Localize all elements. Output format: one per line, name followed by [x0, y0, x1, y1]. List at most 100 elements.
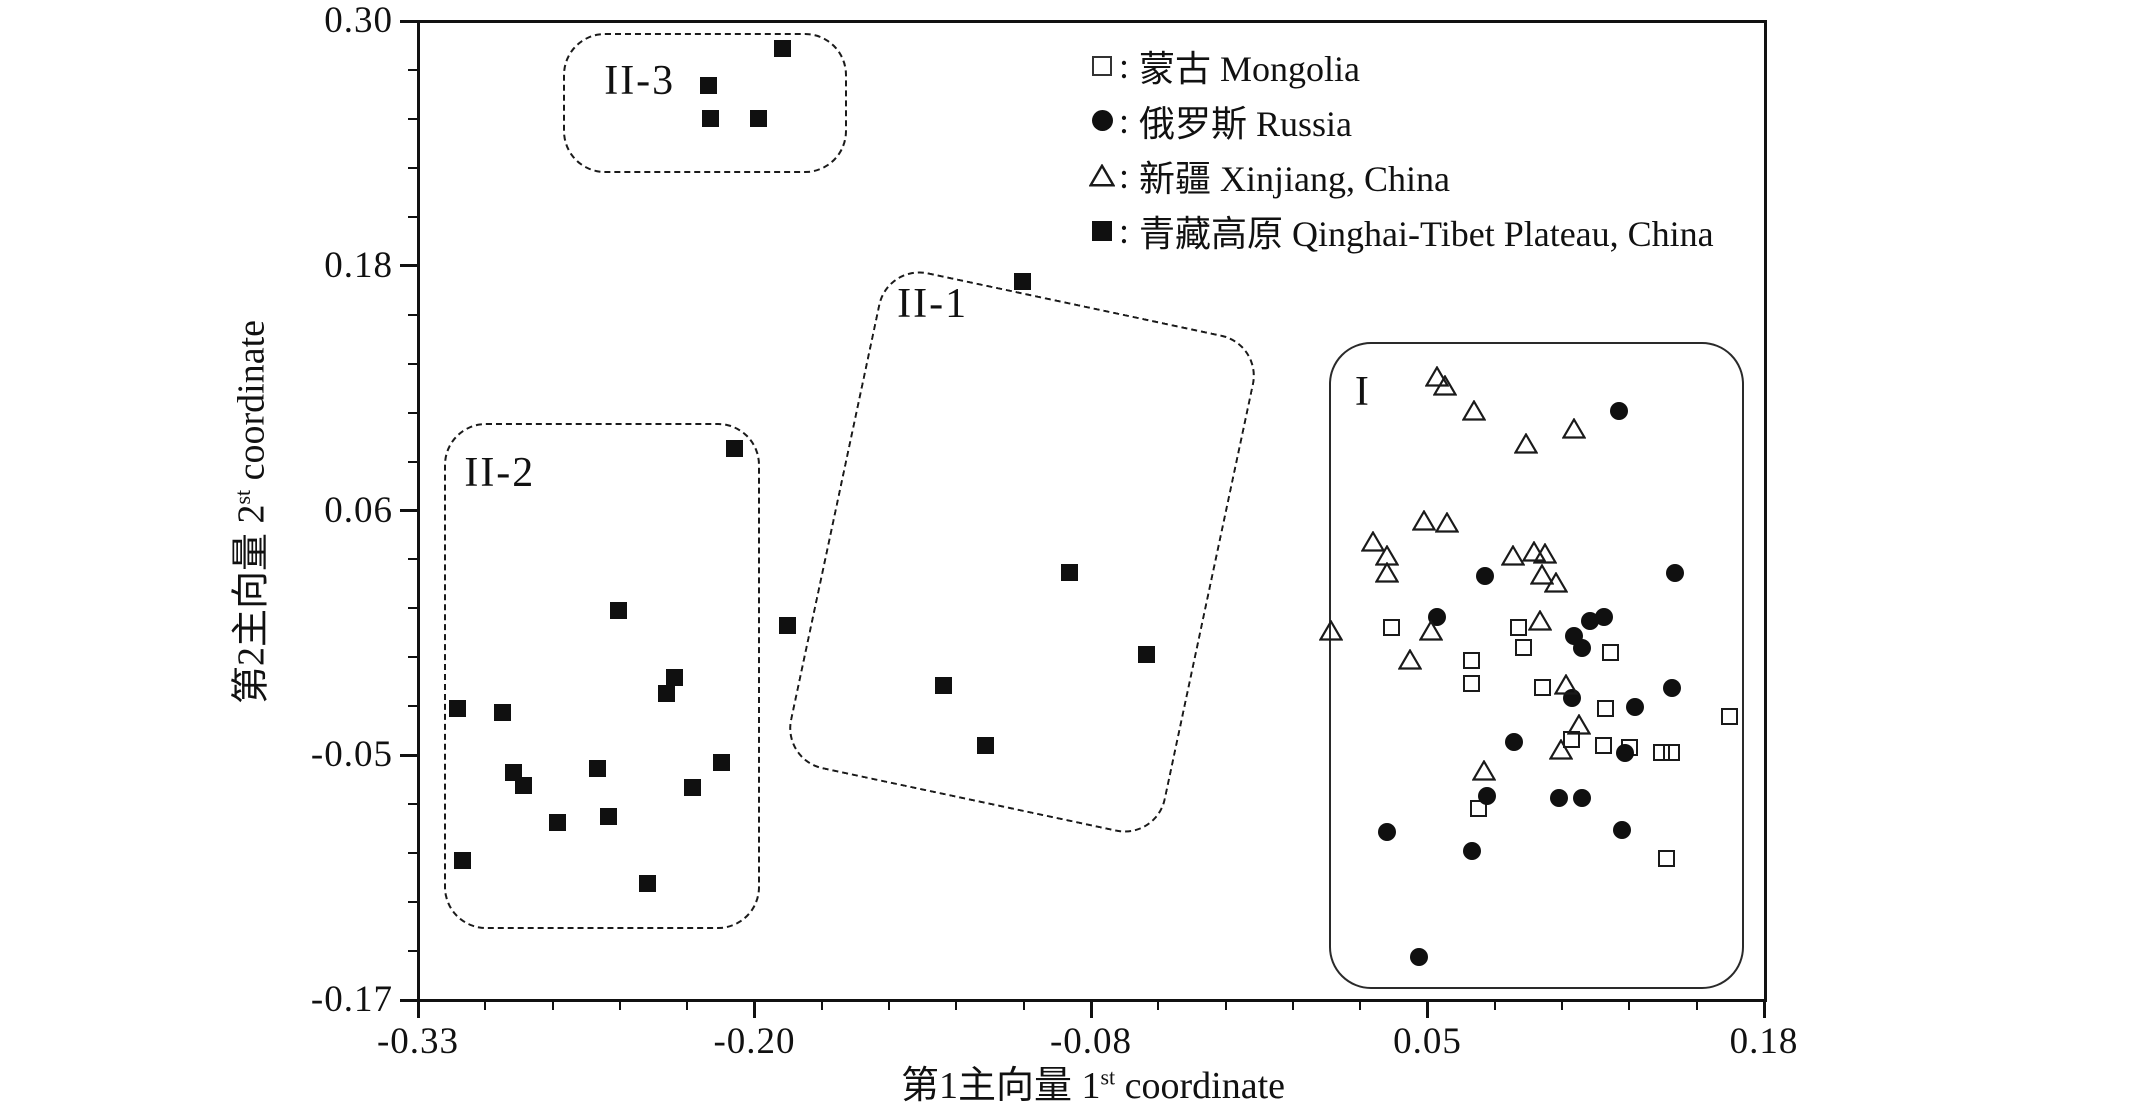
data-point-qinghai-tibet — [610, 601, 628, 619]
square-filled-icon — [1092, 220, 1112, 241]
data-point-qinghai-tibet — [639, 874, 657, 892]
y-axis-minor-tick — [408, 68, 418, 71]
data-point-russia — [1549, 789, 1568, 808]
data-point-xinjiang — [1543, 571, 1568, 593]
data-point-xinjiang — [1419, 619, 1444, 641]
data-point-xinjiang — [1411, 509, 1436, 531]
data-point-russia — [1462, 841, 1481, 860]
x-axis-minor-tick — [1695, 1000, 1698, 1010]
y-tick-label: -0.05 — [310, 734, 393, 776]
data-point-qinghai-tibet — [713, 754, 730, 772]
data-point-qinghai-tibet — [454, 851, 472, 869]
x-tick-label: -0.20 — [713, 1021, 796, 1062]
x-axis-minor-tick — [686, 1000, 689, 1010]
data-point-xinjiang — [1532, 542, 1558, 564]
data-point-qinghai-tibet — [702, 110, 720, 128]
x-axis-major-tick — [416, 1000, 420, 1018]
data-point-qinghai-tibet — [665, 668, 683, 686]
data-point-russia — [1378, 822, 1397, 841]
data-point-mongolia — [1562, 731, 1580, 749]
x-axis-minor-tick — [820, 1000, 823, 1010]
legend-separator: : — [1119, 155, 1130, 196]
legend-item-square-open: : 蒙古 Mongolia — [1085, 38, 1714, 93]
data-point-xinjiang — [1360, 530, 1386, 552]
x-axis-minor-tick — [955, 1000, 958, 1010]
data-point-qinghai-tibet — [588, 760, 606, 778]
data-point-mongolia — [1657, 849, 1675, 867]
x-axis-major-tick — [1089, 1000, 1093, 1018]
data-point-qinghai-tibet — [515, 776, 533, 794]
data-point-xinjiang — [1521, 540, 1547, 562]
data-point-qinghai-tibet — [1013, 272, 1031, 290]
data-point-xinjiang — [1374, 561, 1399, 583]
data-point-mongolia — [1462, 674, 1480, 692]
x-axis-minor-tick — [1561, 1000, 1564, 1010]
cluster-box-II-3 — [563, 33, 847, 173]
y-axis-major-tick — [400, 509, 418, 512]
y-axis-minor-tick — [408, 803, 418, 806]
y-axis-major-tick — [400, 264, 418, 268]
cluster-label-II-2: II-2 — [464, 450, 536, 496]
data-point-xinjiang — [1514, 432, 1539, 454]
data-point-mongolia — [1652, 743, 1670, 761]
data-point-mongolia — [1515, 639, 1533, 657]
x-axis-minor-tick — [1157, 1000, 1160, 1010]
data-point-russia — [1573, 639, 1592, 658]
x-axis-minor-tick — [1359, 1000, 1362, 1010]
y-tick-label: 0.18 — [324, 244, 393, 286]
legend-item-circle-filled: : 俄罗斯 Russia — [1085, 93, 1714, 148]
x-axis-major-tick — [1426, 1000, 1429, 1018]
x-axis-title-text: 第1主向量 1 — [900, 1065, 1101, 1107]
y-axis-minor-tick — [408, 215, 418, 218]
triangle-open-legend-icon — [1085, 164, 1119, 187]
square-open-legend-icon — [1085, 55, 1119, 76]
data-point-russia — [1475, 566, 1494, 585]
legend-label: 俄罗斯 Russia — [1139, 103, 1353, 144]
data-point-mongolia — [1533, 679, 1551, 697]
y-axis-minor-tick — [408, 117, 418, 120]
y-axis-minor-tick — [408, 852, 418, 855]
x-axis-minor-tick — [1224, 1000, 1227, 1010]
data-point-qinghai-tibet — [934, 676, 952, 694]
x-axis-minor-tick — [484, 1000, 487, 1010]
y-axis-major-tick — [400, 998, 418, 1002]
data-point-russia — [1409, 947, 1428, 966]
data-point-qinghai-tibet — [549, 814, 567, 832]
y-axis-minor-tick — [408, 950, 418, 953]
data-point-xinjiang — [1500, 544, 1526, 566]
x-axis-title-suffix: coordinate — [1115, 1065, 1286, 1107]
data-point-xinjiang — [1461, 398, 1487, 421]
x-tick-label: 0.18 — [1729, 1021, 1799, 1062]
y-axis-minor-tick — [408, 607, 418, 610]
data-point-mongolia — [1383, 618, 1401, 636]
cluster-label-II-1: II-1 — [897, 281, 969, 328]
cluster-label-II-3: II-3 — [604, 58, 676, 105]
data-point-qinghai-tibet — [599, 808, 617, 826]
data-point-russia — [1610, 402, 1629, 421]
data-point-mongolia — [1510, 618, 1528, 636]
data-point-qinghai-tibet — [1061, 564, 1079, 582]
data-point-mongolia — [1597, 699, 1615, 717]
data-point-xinjiang — [1318, 619, 1344, 641]
data-point-mongolia — [1602, 643, 1620, 661]
data-point-qinghai-tibet — [749, 110, 767, 128]
y-axis-minor-tick — [408, 656, 418, 659]
data-point-russia — [1663, 679, 1682, 698]
data-point-mongolia — [1594, 737, 1612, 755]
y-axis-minor-tick — [408, 558, 418, 561]
data-point-qinghai-tibet — [493, 704, 511, 722]
y-axis-title-superscript: st — [229, 489, 255, 505]
data-point-xinjiang — [1471, 759, 1497, 781]
y-axis-minor-tick — [408, 166, 418, 169]
x-axis-minor-tick — [1022, 1000, 1025, 1010]
data-point-russia — [1428, 608, 1447, 627]
data-point-qinghai-tibet — [699, 77, 717, 95]
circle-filled-legend-icon — [1085, 110, 1119, 131]
square-filled-legend-icon — [1085, 220, 1119, 241]
data-point-qinghai-tibet — [976, 737, 994, 755]
data-point-russia — [1665, 564, 1684, 583]
data-point-qinghai-tibet — [449, 699, 467, 717]
data-point-russia — [1504, 733, 1523, 752]
legend: : 蒙古 Mongolia: 俄罗斯 Russia: 新疆 Xinjiang, Chi… — [1085, 38, 1714, 258]
